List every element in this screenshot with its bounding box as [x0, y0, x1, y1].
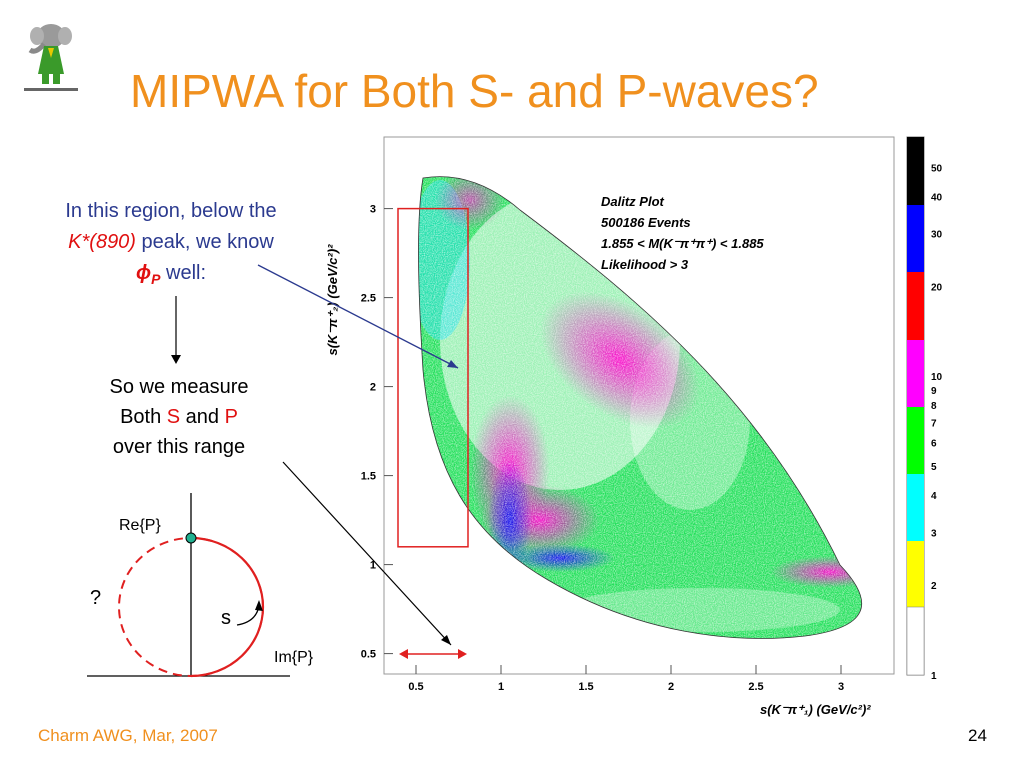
re-p-label: Re{P} [119, 517, 161, 534]
intro-line-3: ϕP well: [30, 258, 312, 295]
colorbar-band-white [906, 606, 925, 676]
phi-subscript: P [151, 271, 161, 287]
colorbar-label: 9 [931, 386, 937, 397]
y-axis-ticks: 0.5 1 1.5 2 2.5 3 [361, 204, 393, 661]
s-direction-arrowhead [255, 600, 263, 611]
colorbar-band-magenta [907, 340, 924, 407]
x-tick-label: 0.5 [408, 681, 423, 693]
intro-pointer-arrow [257, 264, 459, 369]
colorbar-label: 7 [931, 418, 937, 429]
y-tick-label: 1.5 [361, 471, 376, 483]
p-wave-label: P [224, 406, 238, 428]
measure-line-2-pre: Both [120, 406, 167, 428]
colorbar-band-green [907, 407, 924, 474]
argand-point-icon [185, 532, 197, 544]
y-tick-label: 2 [370, 382, 376, 394]
measure-pointer-arrow [282, 461, 452, 646]
colorbar-label: 40 [931, 192, 943, 203]
colorbar-band-yellow [907, 541, 924, 607]
colorbar-band-red [907, 272, 924, 340]
p-wave-arc [190, 536, 265, 678]
phi-symbol: ϕ [135, 262, 152, 284]
colorbar-band-black [907, 137, 924, 205]
y-tick-label: 0.5 [361, 649, 376, 661]
intro-line-3-rest: well: [160, 262, 207, 284]
intro-line-1: In this region, below the [65, 200, 277, 222]
colorbar-label: 50 [931, 163, 943, 174]
annotation-title: Dalitz Plot [601, 194, 665, 209]
x-tick-label: 3 [838, 681, 844, 693]
range-arrowhead-right [458, 649, 467, 659]
measure-line-3: over this range [112, 436, 246, 458]
range-arrowhead-left [399, 649, 408, 659]
x-axis-label: s(K⁻π⁺₁) (GeV/c²)² [760, 702, 871, 717]
y-axis-label: s(K⁻π⁺₂) (GeV/c²)² [325, 244, 340, 356]
measure-text: So we measure Both S and P over this ran… [72, 372, 286, 462]
measure-pointer-arrowhead [441, 635, 451, 645]
intro-line-2-rest: peak, we know [135, 231, 274, 253]
colorbar-label: 1 [931, 671, 937, 682]
dalitz-boundary [418, 176, 862, 639]
x-axis-ticks: 0.5 1 1.5 2 2.5 3 [408, 665, 844, 693]
measure-line-2: Both S and P [72, 402, 286, 432]
y-tick-label: 2.5 [361, 293, 376, 305]
colorbar-label: 8 [931, 401, 937, 412]
colorbar-label: 6 [931, 438, 937, 449]
colorbar-label: 30 [931, 230, 943, 241]
kstar-label: K*(890) [68, 231, 136, 253]
slide-title: MIPWA for Both S- and P-waves? [130, 65, 819, 117]
colorbar-label: 2 [931, 581, 937, 592]
colorbar-labels: 1 2 3 4 5 6 7 8 9 10 20 30 40 50 [931, 163, 943, 682]
im-p-label: Im{P} [274, 649, 314, 666]
measure-line-1: So we measure [109, 376, 249, 398]
intro-pointer-arrowhead [447, 360, 458, 368]
colorbar-label: 20 [931, 282, 943, 293]
down-arrowhead [171, 355, 181, 364]
colorbar-label: 5 [931, 462, 937, 473]
y-tick-label: 3 [370, 204, 376, 216]
measure-line-2-mid: and [180, 406, 225, 428]
x-tick-label: 1 [498, 681, 504, 693]
y-tick-label: 1 [370, 560, 376, 572]
x-tick-label: 1.5 [578, 681, 593, 693]
s-label: s [221, 607, 231, 629]
x-tick-label: 2 [668, 681, 674, 693]
intro-text: In this region, below the K*(890) peak, … [30, 196, 312, 295]
colorbar-label: 10 [931, 372, 943, 383]
question-mark: ? [90, 587, 101, 609]
colorbar-label: 4 [931, 491, 937, 502]
intro-line-2: K*(890) peak, we know [30, 227, 312, 258]
colorbar-band-blue [907, 205, 924, 272]
colorbar-label: 3 [931, 528, 937, 539]
annotation-events: 500186 Events [601, 215, 691, 230]
highlight-region [397, 207, 469, 548]
annotation-likelihood: Likelihood > 3 [601, 257, 689, 272]
annotation-mass-range: 1.855 < M(K⁻π⁺π⁺) < 1.885 [601, 236, 764, 251]
x-tick-label: 2.5 [748, 681, 763, 693]
page-number: 24 [968, 726, 987, 745]
footer-text: Charm AWG, Mar, 2007 [38, 726, 218, 745]
colorbar-band-cyan [907, 474, 924, 541]
babar-logo-icon [24, 24, 78, 91]
s-wave-label: S [166, 406, 181, 428]
